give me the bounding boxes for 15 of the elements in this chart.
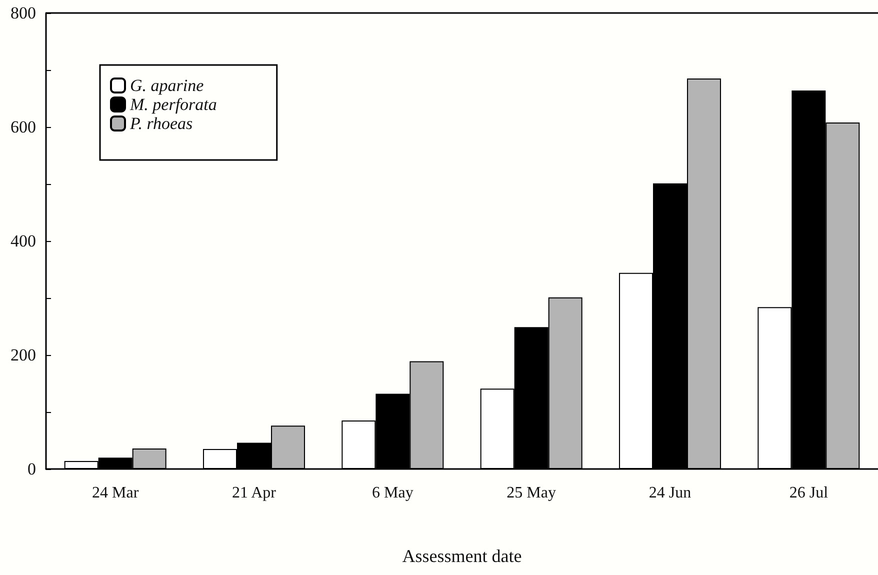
x-tick-label: 21 Apr xyxy=(232,484,277,502)
x-tick-label: 24 Jun xyxy=(648,484,692,502)
y-tick-label: 600 xyxy=(10,118,36,136)
legend-label: G. aparine xyxy=(130,76,204,95)
x-tick-label: 6 May xyxy=(372,484,414,502)
x-axis-title: Assessment date xyxy=(402,546,522,566)
legend-label: P. rhoeas xyxy=(129,114,194,133)
y-tick-label: 400 xyxy=(10,232,36,250)
x-tick-label: 26 Jul xyxy=(789,484,829,502)
y-tick-label: 800 xyxy=(10,4,36,22)
legend-label: M. perforata xyxy=(129,95,217,114)
x-tick-label: 24 Mar xyxy=(92,484,140,502)
y-tick-label: 0 xyxy=(28,460,36,478)
y-tick-label: 200 xyxy=(10,346,36,364)
x-tick-label: 25 May xyxy=(506,484,556,502)
